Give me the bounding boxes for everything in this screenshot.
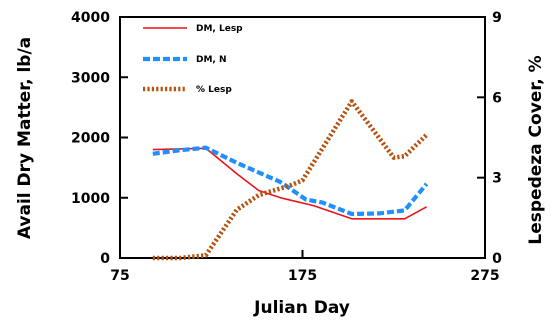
x-axis-title: Julian Day	[253, 298, 350, 318]
legend-label: DM, Lesp	[196, 24, 243, 34]
series-line-lesp	[152, 99, 429, 261]
y-axis-title: Avail Dry Matter, lb/a	[15, 37, 35, 239]
x-tick-label: 275	[470, 268, 499, 284]
series-line-dm-lesp	[152, 147, 427, 220]
series-lines	[152, 99, 429, 261]
y2-tick-label: 9	[492, 10, 502, 26]
y-tick-label: 4000	[71, 10, 110, 26]
y-tick-label: 0	[100, 251, 110, 267]
y2-tick-label: 6	[492, 90, 502, 106]
y2-tick-label: 0	[492, 251, 502, 267]
x-tick-label: 175	[288, 268, 317, 284]
plot-frame	[119, 16, 486, 259]
y2-tick-label: 3	[492, 171, 502, 187]
legend-label: % Lesp	[196, 85, 232, 95]
legend-label: DM, N	[196, 55, 227, 65]
x-tick-label: 75	[110, 268, 129, 284]
y2-axis-title: Lespedeza Cover, %	[526, 55, 546, 244]
y-tick-label: 2000	[71, 131, 110, 147]
legend: DM, Lesp DM, N % Lesp	[143, 24, 243, 95]
ticks: 0 1000 2000 3000 4000 0 3 6 9 75 175 275	[71, 10, 502, 284]
series-line-dm-n	[152, 145, 429, 217]
y-tick-label: 1000	[71, 191, 110, 207]
y-tick-label: 3000	[71, 70, 110, 86]
